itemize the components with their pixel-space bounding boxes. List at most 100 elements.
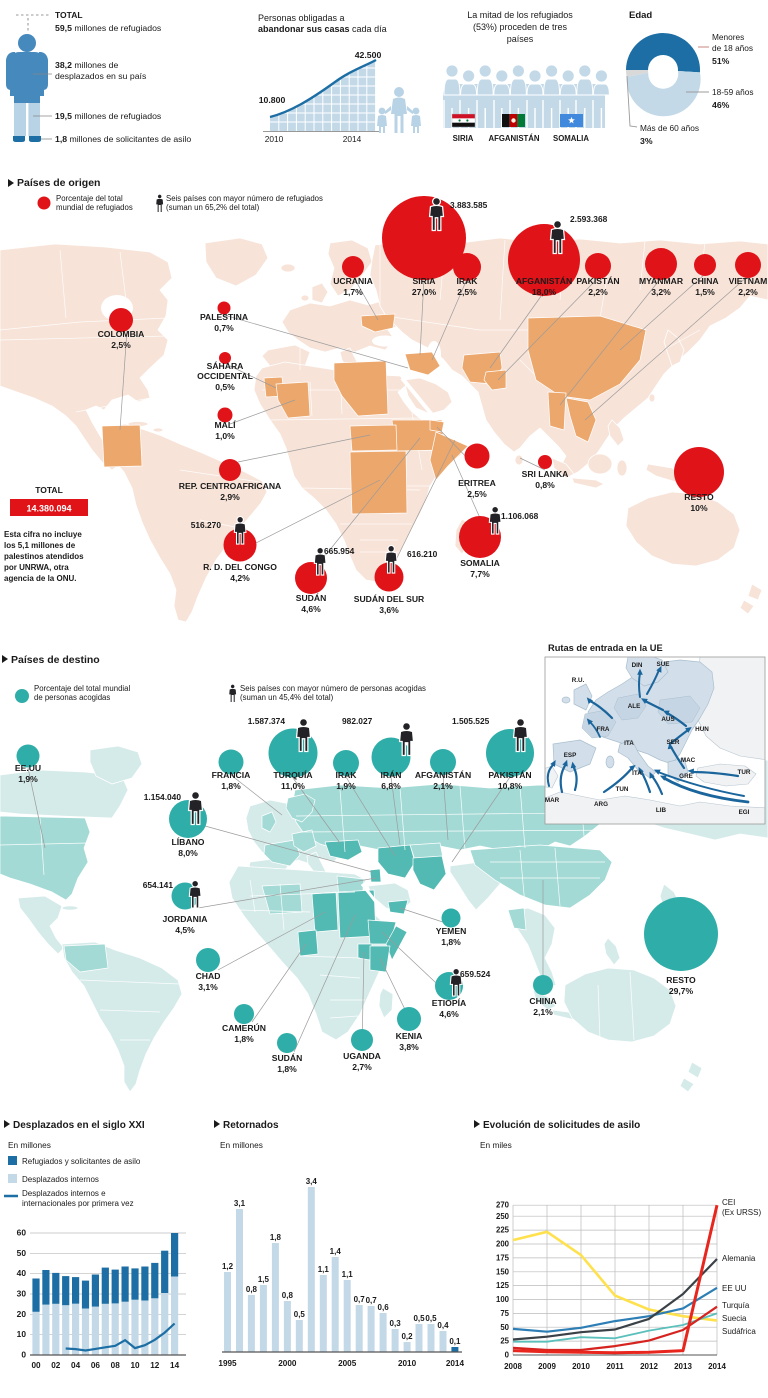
svg-text:En miles: En miles (480, 1140, 512, 1150)
svg-text:38,2 millones de: 38,2 millones de (55, 60, 118, 70)
svg-text:DIN: DIN (632, 662, 643, 669)
svg-text:YEMEN: YEMEN (436, 926, 467, 936)
svg-text:1995: 1995 (218, 1359, 237, 1368)
svg-text:125: 125 (496, 1281, 510, 1290)
svg-text:1.587.374: 1.587.374 (248, 716, 286, 726)
svg-text:42.500: 42.500 (355, 50, 382, 60)
svg-text:08: 08 (111, 1361, 121, 1370)
svg-text:12: 12 (150, 1361, 160, 1370)
svg-text:SUDÁN: SUDÁN (272, 1053, 303, 1063)
svg-text:ITA: ITA (624, 740, 634, 747)
svg-text:RESTO: RESTO (684, 492, 714, 502)
svg-text:IRAK: IRAK (335, 770, 357, 780)
svg-text:3,6%: 3,6% (379, 605, 399, 615)
svg-text:0,5%: 0,5% (215, 382, 235, 392)
svg-text:2012: 2012 (640, 1362, 658, 1371)
svg-text:Porcentaje del total mundial: Porcentaje del total mundial (34, 684, 130, 693)
svg-text:KENIA: KENIA (396, 1031, 423, 1041)
svg-text:1,1: 1,1 (318, 1265, 330, 1274)
svg-text:SUDÁN DEL SUR: SUDÁN DEL SUR (354, 594, 425, 604)
svg-text:AFGANISTÁN: AFGANISTÁN (516, 276, 572, 286)
svg-text:IRAK: IRAK (456, 276, 478, 286)
svg-text:Seis países con mayor número d: Seis países con mayor número de refugiad… (166, 194, 323, 203)
svg-text:1,8%: 1,8% (441, 937, 461, 947)
svg-text:2000: 2000 (278, 1359, 297, 1368)
svg-text:REP. CENTROAFRICANA: REP. CENTROAFRICANA (179, 481, 282, 491)
svg-text:10: 10 (130, 1361, 140, 1370)
svg-text:Países de origen: Países de origen (17, 177, 100, 189)
svg-text:1,8%: 1,8% (221, 781, 241, 791)
svg-text:8,0%: 8,0% (178, 848, 198, 858)
svg-text:CEI: CEI (722, 1198, 735, 1207)
svg-text:Porcentaje del total: Porcentaje del total (56, 194, 123, 203)
svg-text:1.505.525: 1.505.525 (452, 716, 490, 726)
svg-text:PAKISTÁN: PAKISTÁN (576, 276, 619, 286)
svg-text:2008: 2008 (504, 1362, 522, 1371)
svg-text:14.380.094: 14.380.094 (26, 504, 71, 514)
svg-text:CHINA: CHINA (691, 276, 718, 286)
svg-text:ITA: ITA (632, 770, 642, 777)
svg-text:4,6%: 4,6% (439, 1009, 459, 1019)
svg-text:COLOMBIA: COLOMBIA (98, 329, 145, 339)
svg-text:2,2%: 2,2% (738, 287, 758, 297)
svg-text:Más de 60 años: Más de 60 años (640, 123, 699, 133)
svg-text:JORDANIA: JORDANIA (163, 914, 208, 924)
svg-text:agencia de la ONU.: agencia de la ONU. (4, 574, 76, 583)
svg-text:abandonar sus casas cada día: abandonar sus casas cada día (258, 24, 387, 34)
svg-text:CHINA: CHINA (529, 996, 556, 1006)
svg-text:50: 50 (17, 1248, 27, 1258)
svg-text:Personas obligadas a: Personas obligadas a (258, 13, 345, 23)
svg-text:Seis países con mayor número d: Seis países con mayor número de personas… (240, 684, 426, 693)
svg-text:2014: 2014 (708, 1362, 726, 1371)
svg-text:0,7%: 0,7% (214, 323, 234, 333)
svg-text:6,8%: 6,8% (381, 781, 401, 791)
svg-text:02: 02 (51, 1361, 61, 1370)
svg-text:0,8: 0,8 (282, 1291, 294, 1300)
svg-text:Refugiados y solicitantes de a: Refugiados y solicitantes de asilo (22, 1157, 141, 1166)
svg-text:18-59 años: 18-59 años (712, 87, 754, 97)
svg-text:10%: 10% (690, 503, 708, 513)
svg-text:2.593.368: 2.593.368 (570, 214, 608, 224)
svg-text:2014: 2014 (446, 1359, 465, 1368)
svg-text:SUE: SUE (657, 661, 670, 668)
svg-text:225: 225 (496, 1226, 510, 1235)
svg-text:3,1: 3,1 (234, 1199, 246, 1208)
svg-text:EE.UU: EE.UU (15, 763, 41, 773)
svg-text:1,2: 1,2 (222, 1262, 234, 1271)
svg-text:1.154.040: 1.154.040 (144, 792, 182, 802)
svg-text:665.954: 665.954 (324, 546, 355, 556)
svg-text:2,9%: 2,9% (220, 492, 240, 502)
svg-text:1,9%: 1,9% (336, 781, 356, 791)
svg-text:ESP: ESP (564, 752, 577, 759)
svg-text:Desplazados internos: Desplazados internos (22, 1175, 99, 1184)
svg-text:40: 40 (17, 1268, 27, 1278)
svg-text:LIB: LIB (656, 807, 667, 814)
svg-text:GRE: GRE (679, 773, 693, 780)
svg-text:06: 06 (91, 1361, 101, 1370)
svg-text:2010: 2010 (572, 1362, 590, 1371)
svg-text:MAC: MAC (681, 757, 696, 764)
svg-text:2005: 2005 (338, 1359, 357, 1368)
svg-text:(Ex URSS): (Ex URSS) (722, 1208, 761, 1217)
svg-text:Alemania: Alemania (722, 1254, 756, 1263)
svg-text:4,6%: 4,6% (301, 604, 321, 614)
svg-text:516.270: 516.270 (191, 520, 222, 530)
svg-text:TUN: TUN (616, 786, 629, 793)
svg-text:Edad: Edad (629, 10, 652, 21)
svg-text:1,8%: 1,8% (277, 1064, 297, 1074)
svg-text:La mitad de los refugiados: La mitad de los refugiados (467, 10, 573, 20)
svg-text:616.210: 616.210 (407, 549, 438, 559)
svg-text:2,2%: 2,2% (588, 287, 608, 297)
svg-text:270: 270 (496, 1201, 510, 1210)
svg-text:1,5: 1,5 (258, 1275, 270, 1284)
svg-text:AFGANISTÁN: AFGANISTÁN (488, 134, 539, 143)
svg-text:10: 10 (17, 1329, 27, 1339)
svg-text:ARG: ARG (594, 801, 608, 808)
svg-text:TOTAL: TOTAL (55, 10, 83, 20)
svg-text:60: 60 (17, 1228, 27, 1238)
svg-text:2,1%: 2,1% (533, 1007, 553, 1017)
svg-text:0,5: 0,5 (294, 1310, 306, 1319)
svg-text:PALESTINA: PALESTINA (200, 312, 248, 322)
svg-text:654.141: 654.141 (143, 880, 174, 890)
svg-text:CAMERÚN: CAMERÚN (222, 1022, 266, 1033)
